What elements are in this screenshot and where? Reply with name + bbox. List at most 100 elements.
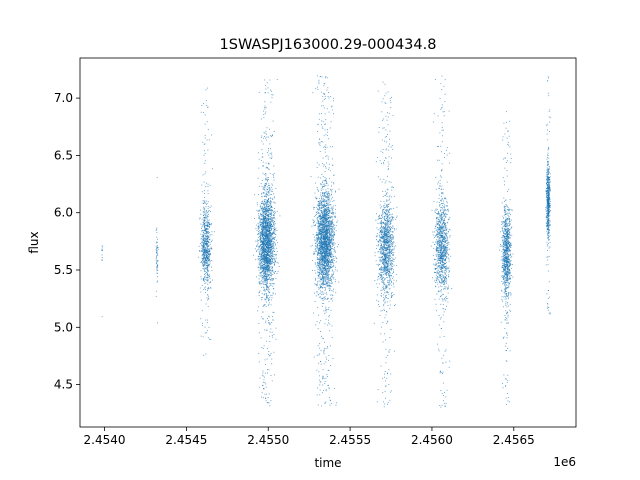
data-point <box>204 251 206 253</box>
data-point <box>269 231 271 233</box>
data-point <box>256 276 257 278</box>
data-point <box>325 230 327 232</box>
data-point <box>268 261 270 263</box>
data-point <box>203 111 204 113</box>
data-point <box>323 351 325 353</box>
data-point <box>324 341 326 343</box>
data-point <box>260 221 262 223</box>
data-point <box>270 207 272 208</box>
data-point <box>325 271 327 272</box>
data-point <box>320 217 322 219</box>
data-point <box>332 265 334 267</box>
data-point <box>319 223 321 225</box>
data-point <box>266 264 268 266</box>
data-point <box>329 194 331 196</box>
data-point <box>338 281 340 283</box>
data-point <box>317 267 319 268</box>
data-point <box>208 256 210 258</box>
data-point <box>261 234 263 236</box>
data-point <box>328 281 329 283</box>
data-point <box>260 241 261 243</box>
data-point <box>268 248 270 250</box>
data-point <box>205 260 207 262</box>
data-point <box>209 287 211 289</box>
data-point <box>314 225 316 227</box>
data-point <box>270 89 272 91</box>
data-point <box>324 233 326 235</box>
data-point <box>320 264 322 266</box>
data-point <box>327 245 329 247</box>
data-point <box>323 275 324 277</box>
data-point <box>207 224 209 226</box>
data-point <box>331 233 333 235</box>
data-point <box>204 196 206 198</box>
data-point <box>326 234 328 236</box>
data-point <box>325 278 327 280</box>
data-point <box>208 258 209 260</box>
data-point <box>265 234 267 236</box>
data-point <box>258 91 260 93</box>
data-point <box>204 267 206 269</box>
data-point <box>332 239 334 241</box>
data-point <box>207 277 208 278</box>
data-point <box>155 259 157 261</box>
data-point <box>267 229 269 231</box>
data-point <box>316 321 318 323</box>
data-point <box>323 267 325 269</box>
data-point <box>258 185 260 187</box>
data-point <box>313 220 315 222</box>
data-point <box>333 183 335 185</box>
data-point <box>265 398 267 400</box>
data-point <box>320 216 322 218</box>
data-point <box>335 257 337 259</box>
data-point <box>323 234 325 236</box>
data-point <box>261 253 263 255</box>
data-point <box>207 261 209 263</box>
data-point <box>204 261 206 263</box>
data-point <box>264 211 265 213</box>
data-point <box>269 237 271 238</box>
data-point <box>270 274 272 275</box>
data-point <box>262 232 264 234</box>
data-point <box>266 402 268 403</box>
data-point <box>318 118 320 120</box>
data-point <box>324 195 326 197</box>
data-point <box>320 248 322 250</box>
data-point <box>270 280 272 282</box>
data-point <box>262 239 264 241</box>
data-point <box>273 131 275 132</box>
data-point <box>268 291 270 293</box>
data-point <box>269 247 271 249</box>
data-point <box>263 388 265 390</box>
data-point <box>326 207 328 209</box>
data-point <box>262 249 264 251</box>
data-point <box>319 213 321 215</box>
data-point <box>202 217 204 219</box>
data-point <box>264 254 266 256</box>
data-point <box>205 171 207 173</box>
data-point <box>267 186 268 188</box>
data-point <box>320 234 322 236</box>
data-point <box>204 226 206 228</box>
data-point <box>314 236 315 238</box>
data-point <box>320 291 322 293</box>
data-point <box>334 249 336 251</box>
data-point <box>202 224 204 226</box>
data-point <box>320 236 322 238</box>
data-point <box>265 257 266 259</box>
data-point <box>266 253 268 255</box>
data-point <box>326 197 328 199</box>
data-point <box>326 199 328 201</box>
data-point <box>321 247 323 249</box>
data-point <box>204 276 205 278</box>
data-point <box>328 200 330 202</box>
data-point <box>318 220 320 222</box>
data-point <box>319 379 321 381</box>
data-point <box>263 238 265 240</box>
data-point <box>210 339 212 340</box>
data-point <box>267 214 269 216</box>
data-point <box>265 222 267 224</box>
data-point <box>260 297 262 299</box>
data-point <box>271 198 273 200</box>
data-point <box>272 243 273 245</box>
